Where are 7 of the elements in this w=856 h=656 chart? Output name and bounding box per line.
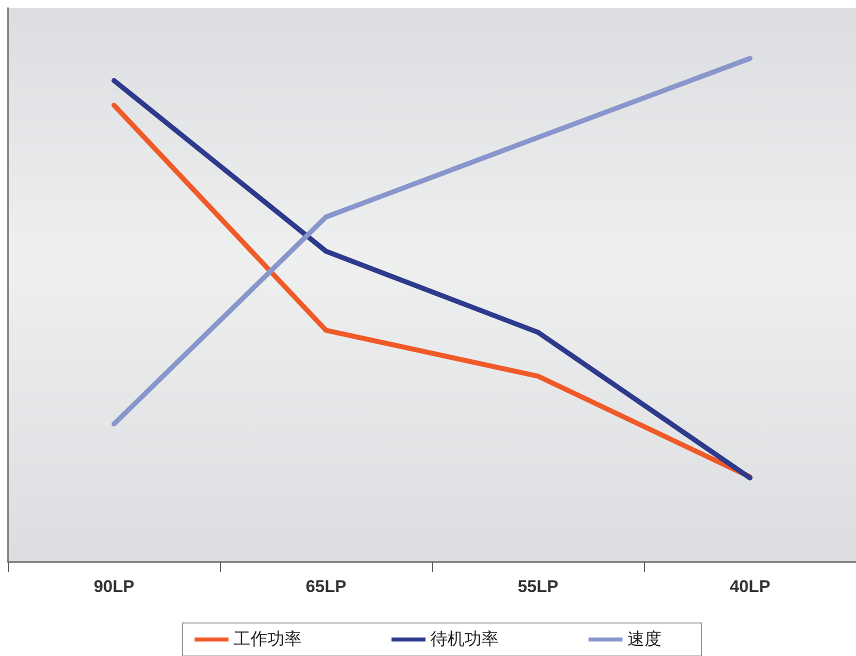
legend-label: 待机功率: [430, 630, 498, 650]
x-tick-label: 65LP: [306, 577, 346, 596]
legend-label: 工作功率: [234, 630, 302, 650]
legend-label: 速度: [628, 630, 662, 650]
x-tick-label: 90LP: [94, 577, 134, 596]
x-tick-label: 40LP: [730, 577, 770, 596]
x-tick-label: 55LP: [518, 577, 558, 596]
